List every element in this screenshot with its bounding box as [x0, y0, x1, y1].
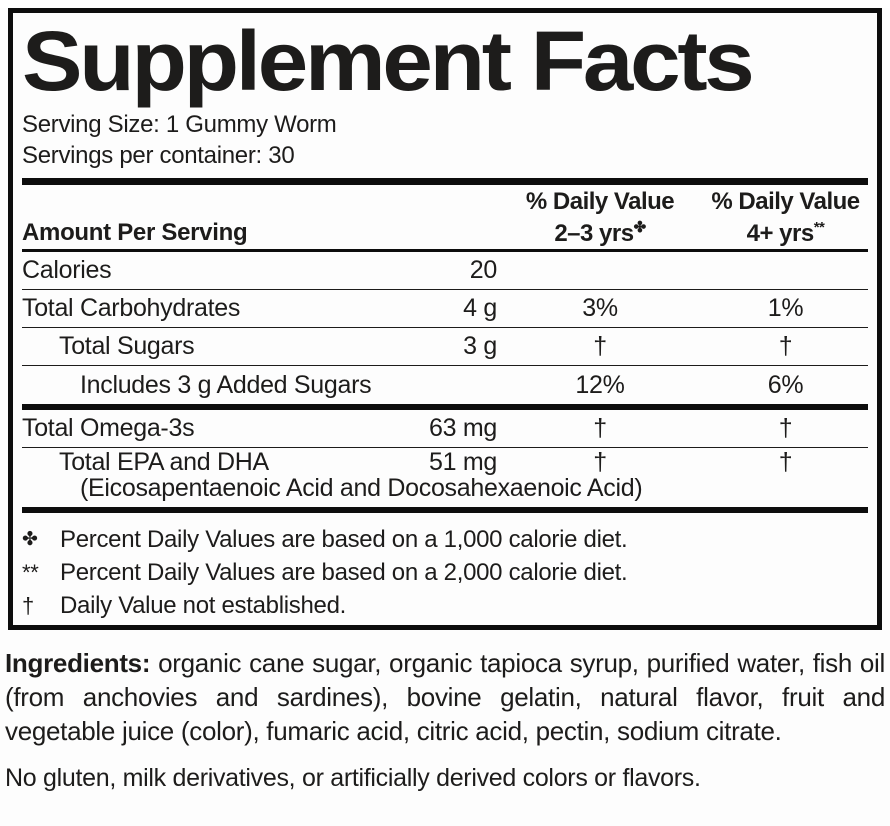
row-dv-4plus: †	[778, 448, 793, 476]
serving-size-line: Serving Size: 1 Gummy Worm	[22, 111, 337, 138]
supplement-facts-panel: Supplement Facts Serving Size: 1 Gummy W…	[8, 8, 882, 630]
row-amount: 20	[469, 256, 498, 284]
ingredients-list: organic cane sugar, organic tapioca syru…	[5, 648, 885, 746]
table-row-epa-dha: Total EPA and DHA 51 mg † † (Eicosapenta…	[22, 448, 868, 507]
ingredients-label: Ingredients:	[5, 648, 151, 678]
row-dv-2-3yrs: †	[593, 414, 607, 442]
allergen-statement: No gluten, milk derivatives, or artifici…	[5, 764, 701, 792]
divider-heavy-bottom	[22, 507, 868, 513]
row-label: Calories	[22, 256, 112, 284]
divider-heavy-top	[22, 178, 868, 185]
age-range-label: 2–3 yrs	[554, 220, 634, 247]
footnote-text: Percent Daily Values are based on a 2,00…	[60, 559, 628, 586]
asterisks-symbol: **	[22, 560, 39, 585]
table-header-row: Amount Per Serving % Daily Value 2–3 yrs…	[22, 185, 868, 249]
footnote-marker-cross: ✤	[633, 219, 647, 236]
row-dv-4plus: †	[778, 332, 793, 360]
row-label: Total Sugars	[59, 332, 195, 360]
table-row-total-sugars: Total Sugars 3 g † †	[22, 328, 868, 366]
row-dv-2-3yrs: 3%	[582, 294, 618, 322]
divider-heavy-mid	[22, 404, 868, 410]
row-amount: 3 g	[463, 332, 497, 360]
footnote-text: Daily Value not established.	[60, 592, 346, 619]
footnote-1000-calorie: ✤ Percent Daily Values are based on a 1,…	[22, 523, 868, 556]
row-amount: 4 g	[463, 294, 497, 322]
row-label: Total Carbohydrates	[22, 294, 241, 322]
row-dv-2-3yrs: †	[593, 448, 607, 476]
table-row-calories: Calories 20	[22, 252, 868, 290]
daily-value-label: % Daily Value	[525, 188, 675, 215]
column-header-daily-value-4plus: % Daily Value 4+ yrs**	[703, 189, 868, 249]
footnotes-block: ✤ Percent Daily Values are based on a 1,…	[22, 523, 868, 622]
servings-per-container-line: Servings per container: 30	[22, 142, 295, 169]
panel-title: Supplement Facts	[22, 14, 755, 108]
row-label: Includes 3 g Added Sugars	[80, 370, 372, 399]
daily-value-label: % Daily Value	[711, 188, 860, 215]
dagger-symbol: †	[22, 593, 34, 618]
epa-dha-chemical-names: (Eicosapentaenoic Acid and Docosahexaeno…	[80, 474, 643, 502]
cross-symbol: ✤	[22, 529, 38, 550]
row-amount: 51 mg	[429, 448, 497, 476]
row-dv-4plus: †	[778, 414, 793, 442]
row-label: Total EPA and DHA	[59, 448, 269, 476]
row-dv-2-3yrs: 12%	[575, 370, 625, 399]
footnote-text: Percent Daily Values are based on a 1,00…	[60, 526, 628, 553]
table-row-total-carbohydrates: Total Carbohydrates 4 g 3% 1%	[22, 290, 868, 328]
column-header-daily-value-2-3yrs: % Daily Value 2–3 yrs✤	[497, 189, 703, 249]
table-row-added-sugars: Includes 3 g Added Sugars 12% 6%	[22, 366, 868, 404]
footnote-marker-asterisks: **	[813, 219, 825, 236]
row-amount: 63 mg	[429, 414, 497, 442]
row-label: Total Omega-3s	[22, 414, 195, 442]
age-range-label: 4+ yrs	[746, 220, 815, 247]
row-dv-2-3yrs: †	[593, 332, 607, 360]
table-row-total-omega-3s: Total Omega-3s 63 mg † †	[22, 410, 868, 448]
divider-medium-under-header	[22, 249, 868, 252]
column-header-amount-per-serving: Amount Per Serving	[22, 219, 248, 246]
footnote-2000-calorie: ** Percent Daily Values are based on a 2…	[22, 556, 868, 589]
ingredients-paragraph: Ingredients: organic cane sugar, organic…	[5, 646, 885, 748]
row-dv-4plus: 6%	[767, 370, 804, 399]
supplement-label-page: Supplement Facts Serving Size: 1 Gummy W…	[0, 8, 890, 826]
footnote-dv-not-established: † Daily Value not established.	[22, 589, 868, 622]
row-dv-4plus: 1%	[767, 294, 804, 322]
